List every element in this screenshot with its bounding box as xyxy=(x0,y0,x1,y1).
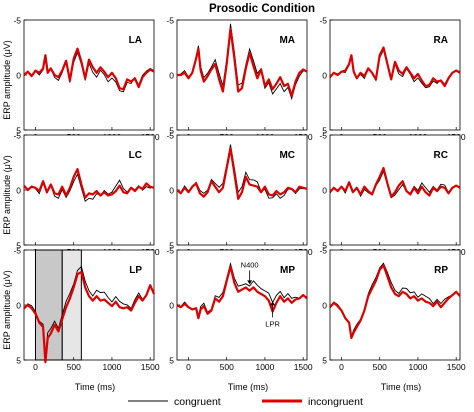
line-incongruent-ma xyxy=(177,27,308,98)
figure-title: Prosodic Condition xyxy=(209,3,315,15)
x-tick-label-mp: 500 xyxy=(220,362,234,372)
legend-label-congruent: congruent xyxy=(174,396,221,408)
panel-lc: -505050010001500LC xyxy=(13,131,159,258)
legend: congruent incongruent xyxy=(128,396,363,408)
panel-lp: -5 0 5 0 500 1000 1500 LP xyxy=(13,246,159,373)
y-tick-label-lp: -5 xyxy=(13,246,21,256)
x-tick-label-lp: 0 xyxy=(33,362,38,372)
y-tick-label-rc: 0 xyxy=(322,186,327,196)
panel-la: -505050010001500LA xyxy=(13,16,159,143)
panel-label-ma: MA xyxy=(279,35,295,46)
y-tick-label-la: 5 xyxy=(16,126,21,136)
line-incongruent-mp xyxy=(176,265,308,320)
line-incongruent-rp xyxy=(329,264,461,340)
panel-label-mc: MC xyxy=(279,150,295,161)
y-tick-label-ra: 5 xyxy=(322,126,327,136)
x-axis-label-left: Time (ms) xyxy=(75,382,115,392)
annotation-n400: N400 xyxy=(241,260,259,269)
panel-label-rp: RP xyxy=(434,265,448,276)
legend-label-incongruent: incongruent xyxy=(308,396,363,408)
x-tick-label-rp: 500 xyxy=(373,362,387,372)
panel-grid: -505050010001500LA-505050010001500MA-505… xyxy=(13,16,465,373)
annotation-lpr: LPR xyxy=(265,319,280,328)
panel-ma: -505050010001500MA xyxy=(166,16,312,143)
x-tick-label-lp: 1000 xyxy=(102,362,121,372)
panel-label-lp: LP xyxy=(129,265,142,276)
panel-frame-ra xyxy=(329,19,461,131)
y-tick-label-lp: 0 xyxy=(16,301,21,311)
x-tick-label-rp: 1500 xyxy=(447,362,466,372)
y-axis-label-bottom: ERP amplitude (μV) xyxy=(2,270,12,350)
y-tick-label-rc: -5 xyxy=(319,131,327,141)
line-congruent-ma xyxy=(176,23,308,101)
x-tick-label-mp: 0 xyxy=(186,362,191,372)
y-tick-label-rc: 5 xyxy=(322,241,327,251)
y-tick-label-ma: -5 xyxy=(166,16,174,26)
y-tick-label-mp: -5 xyxy=(166,246,174,256)
y-tick-label-mc: -5 xyxy=(166,131,174,141)
y-tick-label-mp: 0 xyxy=(169,301,174,311)
panel-label-rc: RC xyxy=(434,150,448,161)
x-tick-label-lp: 1500 xyxy=(141,362,160,372)
y-tick-label-rp: 0 xyxy=(322,301,327,311)
y-tick-label-lp: 5 xyxy=(16,356,21,366)
panel-label-lc: LC xyxy=(129,150,142,161)
y-tick-label-lc: 5 xyxy=(16,241,21,251)
panel-label-mp: MP xyxy=(280,265,295,276)
panel-label-ra: RA xyxy=(434,35,448,46)
panel-rc: -505050010001500RC xyxy=(319,131,465,258)
y-tick-label-mp: 5 xyxy=(169,356,174,366)
line-incongruent-lp xyxy=(23,270,156,364)
line-incongruent-la xyxy=(23,47,155,91)
x-tick-label-rp: 0 xyxy=(339,362,344,372)
x-tick-label-mp: 1000 xyxy=(255,362,274,372)
y-axis-label-top: ERP amplitude (μV) xyxy=(2,40,12,120)
x-axis-label-right: Time (ms) xyxy=(381,382,421,392)
panel-ra: -505050010001500RA xyxy=(319,16,465,143)
y-tick-label-ma: 5 xyxy=(169,126,174,136)
panel-mp: -5 0 5 0 500 1000 1500 MP N400 LPR xyxy=(166,246,312,373)
line-incongruent-ra xyxy=(329,46,461,88)
line-incongruent-mc xyxy=(176,147,308,200)
panel-rp: -5 0 5 0 500 1000 1500 RP xyxy=(319,246,465,373)
analysis-window-1 xyxy=(34,249,63,361)
panel-label-la: LA xyxy=(129,35,142,46)
y-tick-label-ma: 0 xyxy=(169,71,174,81)
y-tick-label-ra: -5 xyxy=(319,16,327,26)
y-tick-label-rp: -5 xyxy=(319,246,327,256)
x-axis-label-middle: Time (ms) xyxy=(228,382,268,392)
panel-frame-la xyxy=(23,19,155,131)
y-tick-label-mc: 0 xyxy=(169,186,174,196)
panel-frame-mp xyxy=(176,249,308,361)
panel-frame-ma xyxy=(176,19,308,131)
y-tick-label-mc: 5 xyxy=(169,241,174,251)
y-tick-label-rp: 5 xyxy=(322,356,327,366)
x-tick-label-mp: 1500 xyxy=(294,362,313,372)
y-axis-label-middle: ERP amplitude (μV) xyxy=(2,155,12,235)
annotation-arrowhead-lpr xyxy=(270,301,276,306)
line-incongruent-lc xyxy=(23,168,155,199)
y-tick-label-lc: 0 xyxy=(16,186,21,196)
y-tick-label-la: -5 xyxy=(13,16,21,26)
panel-mc: -505050010001500MC xyxy=(166,131,312,258)
line-incongruent-rc xyxy=(329,166,461,198)
x-tick-label-rp: 1000 xyxy=(408,362,427,372)
x-tick-label-lp: 500 xyxy=(67,362,81,372)
y-tick-label-ra: 0 xyxy=(322,71,327,81)
y-tick-label-lc: -5 xyxy=(13,131,21,141)
annotation-arrowhead-n400 xyxy=(247,280,253,285)
y-tick-label-la: 0 xyxy=(16,71,21,81)
